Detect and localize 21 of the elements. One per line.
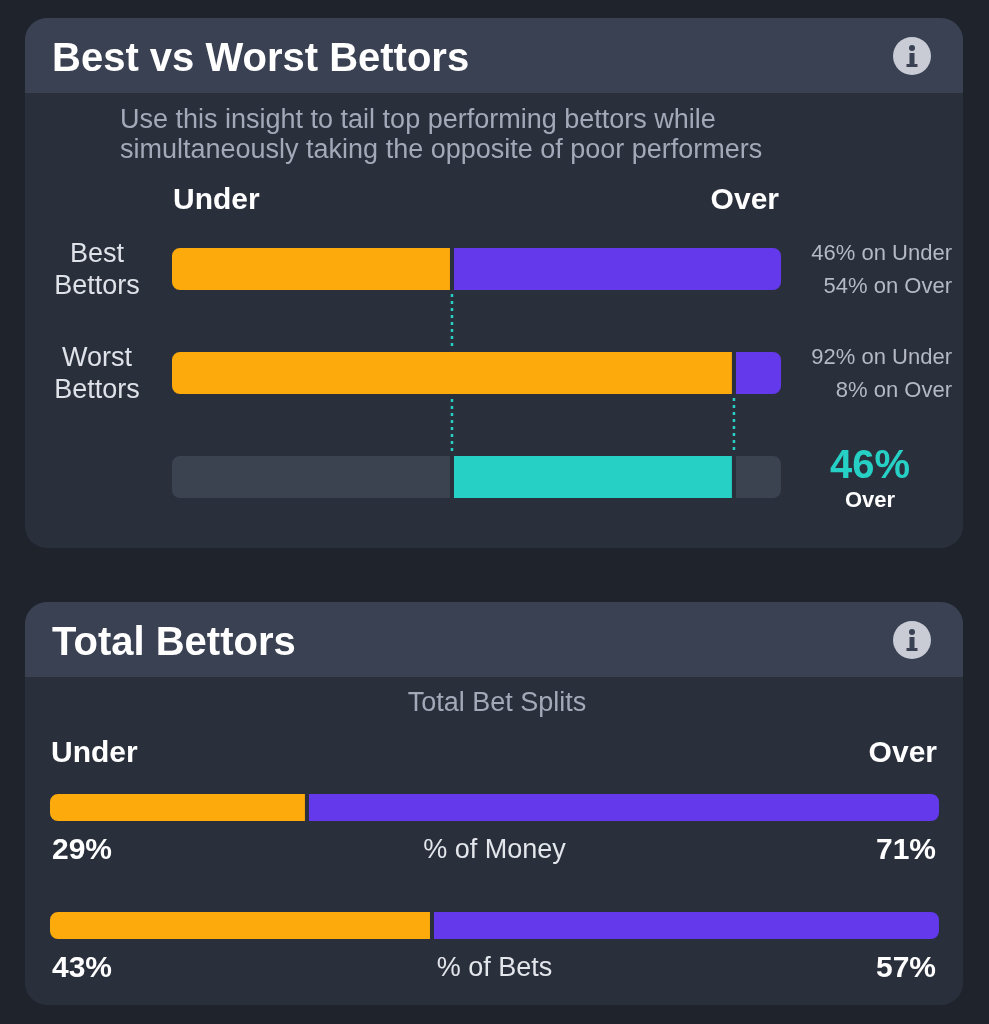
series-label: Under [51,735,138,768]
y-tick-label: Best Bettors [54,238,140,300]
data-label: 92% on Under [811,344,952,369]
chart-title: Best vs Worst Bettors [52,35,470,79]
y-tick-label: % of Money [423,834,567,864]
data-label: 29% [52,832,113,865]
y-tick-label: Worst Bettors [54,342,140,404]
data-label: 71% [875,832,936,865]
data-label: 46% on Under [811,240,952,265]
data-label: 43% [52,950,113,983]
y-tick-label: % of Bets [436,952,553,982]
series-label: Over [868,735,938,768]
data-label: 54% on Over [823,273,952,298]
series-label: Over [710,182,780,215]
series-label: Under [173,182,260,215]
data-label: 8% on Over [835,377,952,402]
chart-subtitle: Use this insight to tail top performing bettors while simultaneously taking the opposite of poor performers [120,104,763,164]
data-label: 57% [875,950,936,983]
data-label: 46% Over [829,442,911,512]
chart-subtitle: Total Bet Splits [407,687,587,717]
chart-title: Total Bettors [52,619,296,663]
